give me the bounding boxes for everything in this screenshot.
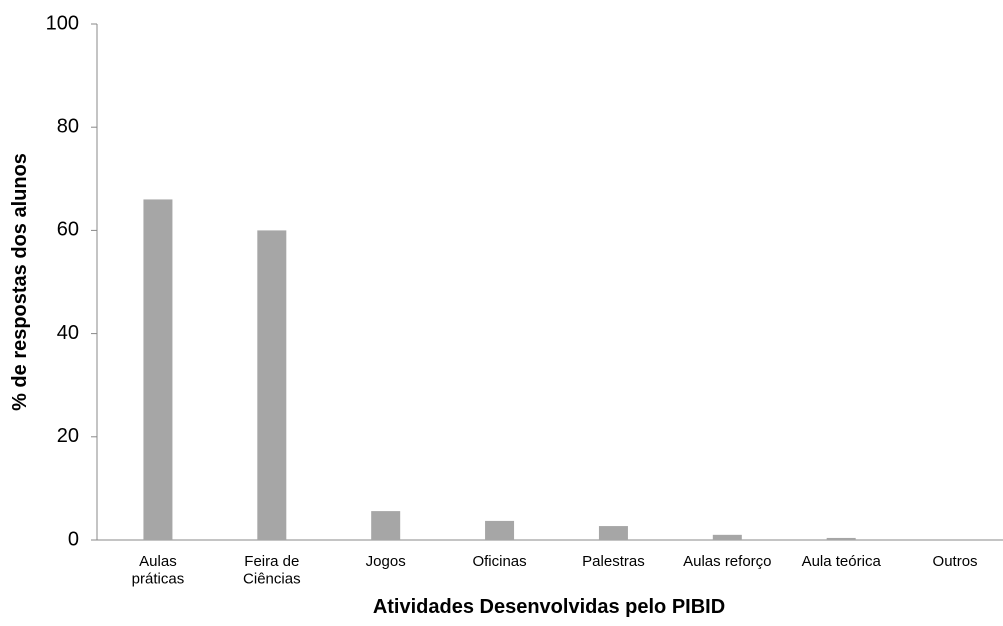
bar — [485, 520, 515, 540]
y-tick-label: 20 — [57, 425, 79, 447]
x-tick-label: Feira de Ciências — [243, 553, 301, 587]
bar — [598, 526, 628, 540]
y-tick-label: 100 — [46, 12, 79, 34]
y-axis-title: % de respostas dos alunos — [9, 153, 31, 411]
x-tick-label: Palestras — [582, 553, 645, 570]
x-tick-label: Aulas práticas — [132, 553, 185, 587]
x-tick-label: Oficinas — [472, 553, 526, 570]
x-tick-label: Aulas reforço — [683, 553, 771, 570]
x-axis-title: Atividades Desenvolvidas pelo PIBID — [373, 596, 725, 618]
x-tick-label: Outros — [933, 553, 978, 570]
x-tick-label: Aula teórica — [802, 553, 882, 570]
bar — [826, 537, 856, 540]
y-tick-label: 60 — [57, 219, 79, 241]
bar — [371, 511, 401, 540]
bar — [257, 230, 287, 540]
y-tick-label: 0 — [68, 528, 79, 550]
bar — [712, 534, 742, 540]
y-tick-label: 80 — [57, 115, 79, 137]
x-tick-label: Jogos — [366, 553, 406, 570]
y-tick-label: 40 — [57, 322, 79, 344]
bar — [143, 199, 173, 540]
